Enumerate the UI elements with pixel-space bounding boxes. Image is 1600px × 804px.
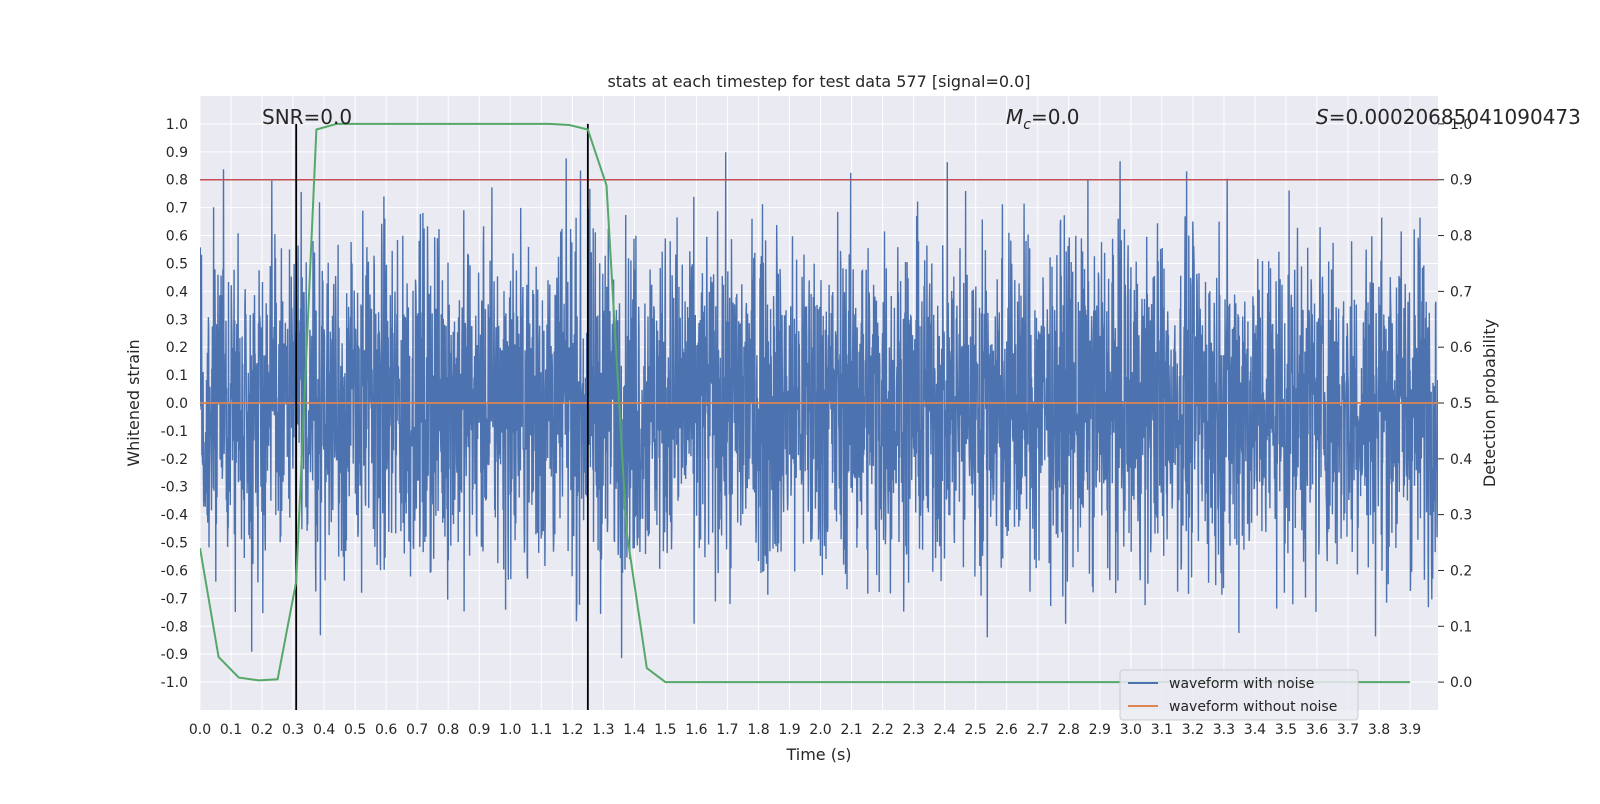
y-tick-label: -0.4 [161, 508, 188, 524]
x-tick-label: 1.6 [685, 722, 707, 738]
mc-value: =0.0 [1031, 105, 1080, 129]
series-line-waveform-with-noise [200, 152, 1438, 659]
y-tick-label: -0.1 [161, 424, 188, 440]
x-tick-label: 1.3 [592, 722, 614, 738]
x-tick-label: 2.1 [840, 722, 862, 738]
x-tick-label: 2.4 [934, 722, 956, 738]
y-tick-label: -0.9 [161, 647, 188, 663]
y-tick-label: -0.6 [161, 563, 188, 579]
x-tick-label: 1.5 [654, 722, 676, 738]
x-tick-label: 2.0 [809, 722, 831, 738]
chart-title: stats at each timestep for test data 577… [607, 72, 1030, 91]
s-value: =0.00020685041090473 [1329, 105, 1581, 129]
x-tick-label: 3.9 [1399, 722, 1421, 738]
y-tick-label: -0.7 [161, 591, 188, 607]
x-tick-label: 0.9 [468, 722, 490, 738]
x-tick-label: 2.6 [996, 722, 1018, 738]
y-tick-label: -0.8 [161, 619, 188, 635]
legend-label-waveform-with-noise: waveform with noise [1169, 676, 1314, 692]
y2-tick-label: 0.8 [1450, 229, 1472, 245]
y2-tick-label: 0.2 [1450, 563, 1472, 579]
x-tick-label: 2.9 [1089, 722, 1111, 738]
x-tick-label: 0.2 [251, 722, 273, 738]
x-axis-ticks: 0.0 0.1 0.2 0.3 0.4 0.5 0.6 0.7 0.8 0.9 1.0 1.1 1.2 1… [189, 722, 1421, 738]
y-tick-label: 1.0 [166, 117, 188, 133]
x-tick-label: 2.8 [1058, 722, 1080, 738]
x-tick-label: 0.3 [282, 722, 304, 738]
y-tick-label: -0.5 [161, 536, 188, 552]
y-axis-title: Whitened strain [124, 339, 143, 466]
series-line-detection-probability [200, 122, 1411, 684]
x-tick-label: 3.7 [1337, 722, 1359, 738]
x-tick-label: 1.2 [561, 722, 583, 738]
x-tick-label: 0.7 [406, 722, 428, 738]
x-tick-label: 2.5 [965, 722, 987, 738]
y-tick-label: 0.2 [166, 340, 188, 356]
y2-tick-label: 0.1 [1450, 619, 1472, 635]
x-tick-label: 1.4 [623, 722, 645, 738]
legend: waveform with noise waveform without noi… [1119, 669, 1359, 721]
mc-symbol: M [1006, 105, 1023, 129]
y2-axis-title: Detection probability [1480, 319, 1499, 487]
mc-subscript: c [1023, 117, 1031, 133]
y2-axis-ticks: 0.0 0.1 0.2 0.3 0.4 0.5 0.6 0.7 0.8 0.9 1.0 [1438, 117, 1472, 691]
x-tick-label: 0.4 [313, 722, 335, 738]
s-symbol: S [1316, 105, 1329, 129]
x-tick-label: 0.8 [437, 722, 459, 738]
mc-annotation: Mc=0.0 [1006, 105, 1080, 133]
y-tick-label: 0.5 [166, 256, 188, 272]
x-tick-label: 2.2 [871, 722, 893, 738]
x-tick-label: 3.3 [1213, 722, 1235, 738]
x-tick-label: 2.3 [903, 722, 925, 738]
y-tick-label: -0.2 [161, 452, 188, 468]
snr-annotation: SNR=0.0 [262, 105, 352, 129]
y-tick-label: 0.8 [166, 173, 188, 189]
y-tick-label: 0.6 [166, 229, 188, 245]
x-tick-label: 2.7 [1027, 722, 1049, 738]
x-tick-label: 0.0 [189, 722, 211, 738]
y2-tick-label: 0.6 [1450, 340, 1472, 356]
y2-tick-label: 0.3 [1450, 508, 1472, 524]
x-tick-label: 3.6 [1306, 722, 1328, 738]
event-markers [295, 123, 589, 710]
y2-tick-label: 0.7 [1450, 284, 1472, 300]
x-tick-label: 1.1 [530, 722, 552, 738]
y-tick-label: 0.7 [166, 201, 188, 217]
y2-tick-label: 0.0 [1450, 675, 1472, 691]
x-tick-label: 3.5 [1275, 722, 1297, 738]
y2-tick-label: 0.9 [1450, 173, 1472, 189]
series-layer [200, 122, 1438, 710]
x-tick-label: 0.6 [375, 722, 397, 738]
y2-tick-label: 0.5 [1450, 396, 1472, 412]
y2-tick-label: 1.0 [1450, 117, 1472, 133]
y-tick-label: 0.9 [166, 145, 188, 161]
x-tick-label: 1.7 [716, 722, 738, 738]
y-tick-label: 0.1 [166, 368, 188, 384]
x-tick-label: 0.1 [220, 722, 242, 738]
x-tick-label: 3.8 [1368, 722, 1390, 738]
legend-label-waveform-without-noise: waveform without noise [1169, 699, 1337, 715]
x-tick-label: 0.5 [344, 722, 366, 738]
y-tick-label: -0.3 [161, 480, 188, 496]
y2-tick-label: 0.4 [1450, 452, 1472, 468]
x-tick-label: 3.1 [1151, 722, 1173, 738]
x-tick-label: 1.0 [499, 722, 521, 738]
x-tick-label: 1.8 [747, 722, 769, 738]
y-tick-label: -1.0 [161, 675, 188, 691]
y-tick-label: 0.4 [166, 284, 188, 300]
legend-box [1119, 669, 1359, 721]
y-axis-ticks: 1.0 0.9 0.8 0.7 0.6 0.5 0.4 0.3 0.2 0.1 0.0 -0.1 -0.… [161, 117, 188, 691]
x-axis-title: Time (s) [785, 745, 851, 764]
s-annotation: S=0.00020685041090473 [1316, 105, 1581, 129]
x-tick-label: 1.9 [778, 722, 800, 738]
y-tick-label: 0.3 [166, 312, 188, 328]
y-tick-label: 0.0 [166, 396, 188, 412]
x-tick-label: 3.4 [1244, 722, 1266, 738]
x-tick-label: 3.2 [1182, 722, 1204, 738]
x-tick-label: 3.0 [1120, 722, 1142, 738]
